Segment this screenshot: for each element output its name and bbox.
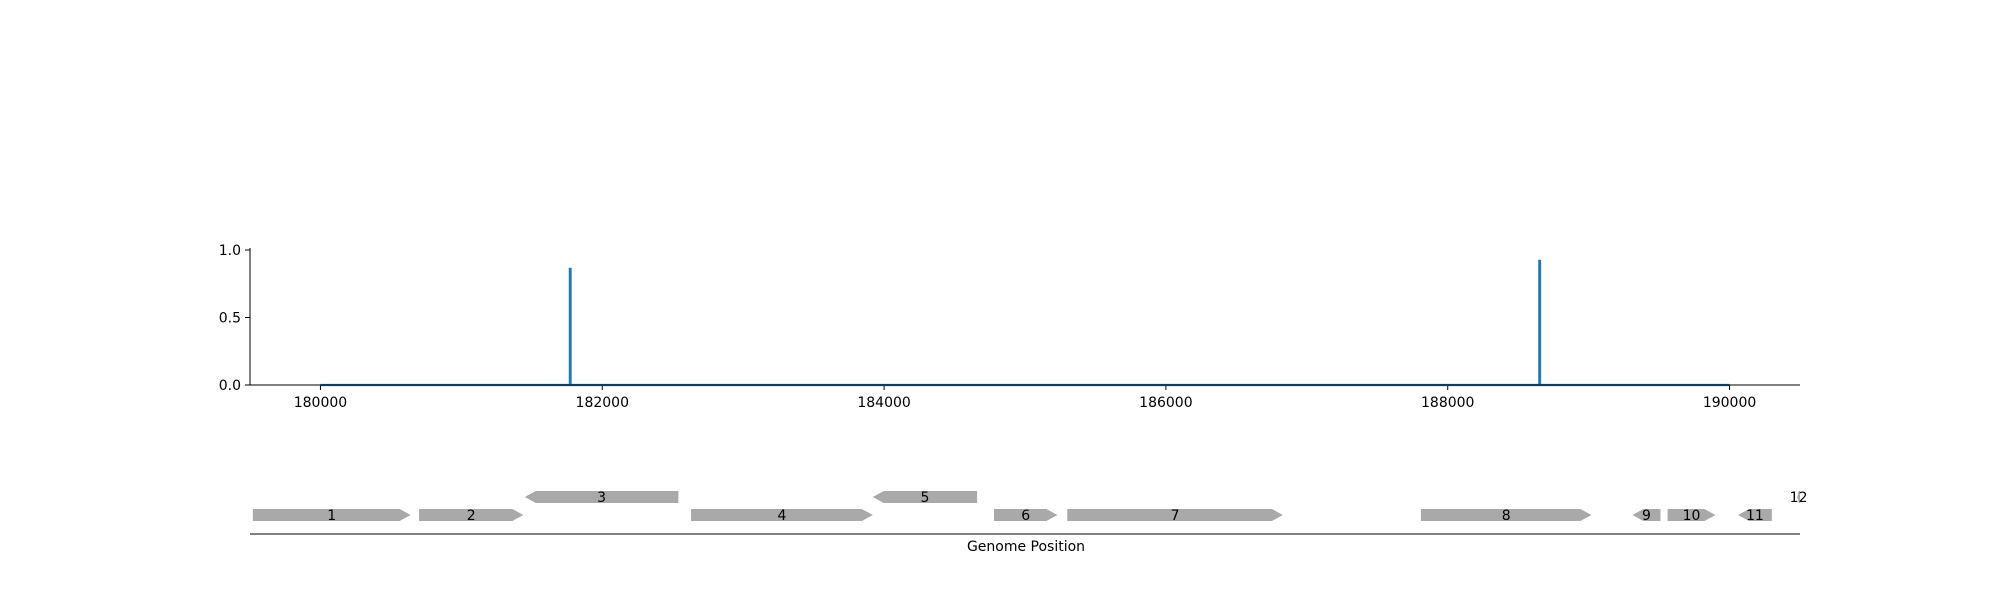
gene-arrow bbox=[1420, 509, 1592, 521]
gene-label: 6 bbox=[1021, 508, 1030, 524]
gene-label: 7 bbox=[1171, 508, 1180, 524]
x-axis-ticks: 180000 182000 184000 186000 188000 190000 bbox=[294, 385, 1756, 411]
y-tick-label: 0.5 bbox=[219, 311, 241, 327]
gene-arrow bbox=[994, 509, 1058, 521]
gene-label: 9 bbox=[1642, 508, 1651, 524]
gene-arrow bbox=[691, 509, 873, 521]
gene-label: 2 bbox=[467, 508, 476, 524]
gene-label: 5 bbox=[920, 490, 929, 506]
gene-label: 12 bbox=[1790, 490, 1808, 506]
gene-label: 4 bbox=[777, 508, 786, 524]
gene-label: 11 bbox=[1746, 508, 1764, 524]
x-tick-label: 182000 bbox=[576, 395, 629, 411]
gene-label: 8 bbox=[1502, 508, 1511, 524]
gene-label: 1 bbox=[327, 508, 336, 524]
y-tick-label: 1.0 bbox=[219, 243, 241, 259]
gene-arrow bbox=[1797, 491, 1800, 503]
gene-arrow bbox=[1667, 509, 1716, 521]
signal-series-line bbox=[320, 259, 1730, 387]
y-axis-ticks: 0.0 0.5 1.0 bbox=[219, 243, 250, 394]
gene-arrow bbox=[252, 509, 411, 521]
gene-arrow bbox=[1738, 509, 1772, 521]
gene-label: 10 bbox=[1683, 508, 1701, 524]
gene-arrow bbox=[872, 491, 978, 503]
x-tick-label: 180000 bbox=[294, 395, 347, 411]
x-tick-label: 190000 bbox=[1703, 395, 1756, 411]
gene-arrow bbox=[1067, 509, 1283, 521]
signal-plot: 0.0 0.5 1.0 180000 182000 184000 186000 188000… bbox=[219, 243, 1800, 411]
gene-label: 3 bbox=[597, 490, 606, 506]
gene-arrow bbox=[419, 509, 524, 521]
x-tick-label: 186000 bbox=[1139, 395, 1192, 411]
gene-arrow bbox=[524, 491, 679, 503]
gene-track-x-axis-label: Genome Position bbox=[967, 539, 1085, 555]
gene-arrow bbox=[1632, 509, 1661, 521]
x-tick-label: 188000 bbox=[1421, 395, 1474, 411]
x-tick-label: 184000 bbox=[857, 395, 910, 411]
y-tick-label: 0.0 bbox=[219, 378, 241, 394]
